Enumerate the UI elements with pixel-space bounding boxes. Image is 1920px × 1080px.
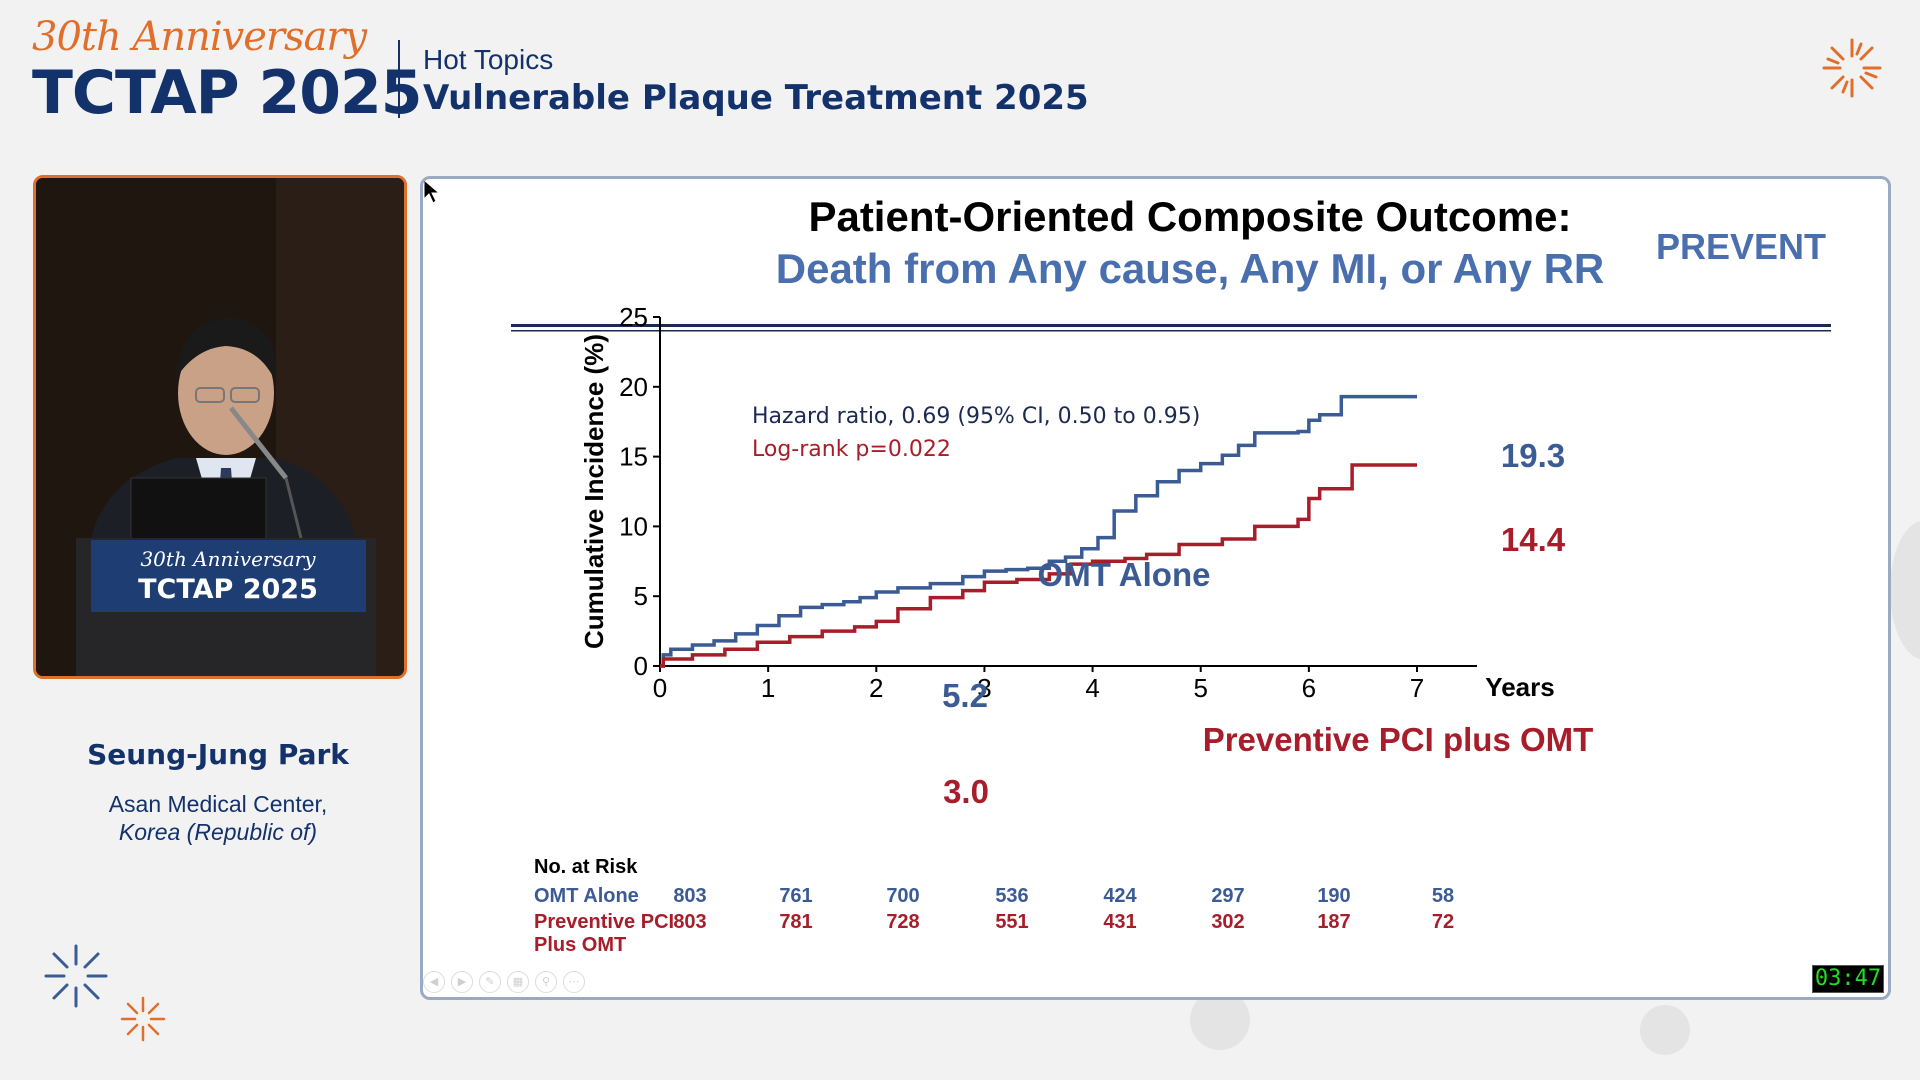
risk-omt-value: 761	[779, 885, 812, 907]
background-decoration	[1640, 1005, 1690, 1055]
x-tick-label: 6	[1302, 673, 1316, 703]
speaker-video-image: 30th Anniversary TCTAP 2025	[36, 178, 404, 676]
x-tick-label: 0	[653, 673, 667, 703]
x-tick-label: 4	[1085, 673, 1099, 703]
risk-table: 803 761 700 536 424 297 190 58 803 781 728 551 431 30…	[673, 885, 1454, 933]
x-axis-label: Years	[1485, 672, 1554, 702]
tctap-logo: TCTAP 2025	[32, 58, 423, 128]
risk-pci-value: 187	[1317, 911, 1350, 933]
y-tick-label: 25	[619, 302, 648, 332]
mouse-cursor-icon	[423, 179, 441, 204]
pci-7y-value: 14.4	[1501, 521, 1566, 558]
risk-table-header: No. at Risk	[534, 856, 638, 878]
firework-icon	[1822, 38, 1882, 98]
risk-omt-value: 536	[995, 885, 1028, 907]
slide-canvas: Patient-Oriented Composite Outcome: Deat…	[511, 193, 1831, 956]
risk-pci-value: 728	[886, 911, 919, 933]
x-tick-label: 1	[761, 673, 775, 703]
zoom-icon[interactable]: ⚲	[535, 971, 557, 993]
pci-2y-value: 3.0	[943, 773, 989, 810]
risk-omt-value: 803	[673, 885, 706, 907]
hazard-ratio-text: Hazard ratio, 0.69 (95% CI, 0.50 to 0.95…	[752, 404, 1200, 429]
risk-pci-label-2: Plus OMT	[534, 934, 626, 956]
y-tick-label: 15	[619, 442, 648, 472]
presentation-timer: 03:47	[1812, 965, 1884, 993]
km-chart: 0 5 10 15 20 25 0 1 2 3 4 5 6 7 Years Cumulative Incide…	[579, 302, 1555, 703]
speaker-affiliation-line1: Asan Medical Center,	[108, 791, 328, 817]
title-rule-thin	[511, 330, 1831, 332]
background-decoration	[1190, 990, 1250, 1050]
slide-subtitle: Death from Any cause, Any MI, or Any RR	[776, 245, 1604, 292]
y-tick-label: 10	[619, 511, 648, 541]
anniversary-logo-text: 30th Anniversary	[32, 14, 367, 60]
omt-2y-value: 5.2	[942, 677, 988, 714]
preventive-pci-curve	[660, 463, 1417, 668]
trial-name: PREVENT	[1656, 226, 1826, 267]
x-tick-label: 2	[869, 673, 883, 703]
session-title: Vulnerable Plaque Treatment 2025	[423, 78, 1089, 118]
risk-omt-value: 424	[1103, 885, 1137, 907]
y-tick-label: 20	[619, 372, 648, 402]
risk-pci-value: 781	[779, 911, 812, 933]
omt-7y-value: 19.3	[1501, 437, 1565, 474]
risk-omt-value: 58	[1432, 885, 1454, 907]
slides-grid-icon[interactable]: ▦	[507, 971, 529, 993]
risk-pci-value: 551	[995, 911, 1028, 933]
prev-slide-icon[interactable]: ◀	[423, 971, 445, 993]
omt-alone-curve	[660, 394, 1417, 668]
risk-omt-label: OMT Alone	[534, 885, 639, 907]
speaker-affiliation-line2: Korea (Republic of)	[118, 819, 318, 845]
y-tick-label: 0	[634, 651, 648, 681]
podium-brand-text: TCTAP 2025	[138, 574, 318, 605]
x-tick-label: 3	[977, 673, 991, 703]
omt-series-label: OMT Alone	[1038, 556, 1211, 593]
firework-icon	[120, 996, 166, 1042]
risk-pci-value: 302	[1211, 911, 1244, 933]
header-divider	[398, 40, 400, 118]
slide-controls: ◀ ▶ ✎ ▦ ⚲ ⋯	[423, 971, 585, 993]
risk-omt-value: 190	[1317, 885, 1350, 907]
risk-pci-value: 431	[1103, 911, 1136, 933]
next-slide-icon[interactable]: ▶	[451, 971, 473, 993]
pen-icon[interactable]: ✎	[479, 971, 501, 993]
pci-series-label: Preventive PCI plus OMT	[1203, 721, 1594, 758]
podium-anniversary-text: 30th Anniversary	[140, 547, 316, 571]
speaker-affiliation: Asan Medical Center, Korea (Republic of)	[33, 790, 403, 846]
speaker-video-feed: 30th Anniversary TCTAP 2025	[33, 175, 407, 679]
title-rule	[511, 324, 1831, 327]
firework-icon	[44, 944, 108, 1008]
y-tick-label: 5	[634, 581, 648, 611]
y-axis-label: Cumulative Incidence (%)	[579, 334, 609, 649]
presentation-slide: Patient-Oriented Composite Outcome: Deat…	[420, 176, 1891, 1000]
risk-pci-value: 72	[1432, 911, 1454, 933]
risk-omt-value: 700	[886, 885, 919, 907]
session-category: Hot Topics	[423, 44, 554, 75]
risk-omt-value: 297	[1211, 885, 1244, 907]
header-bar: 30th Anniversary TCTAP 2025 Hot Topics V…	[0, 0, 1920, 150]
background-decoration	[1890, 520, 1920, 660]
x-tick-label: 5	[1193, 673, 1207, 703]
risk-pci-label: Preventive PCI	[534, 911, 674, 933]
risk-pci-value: 803	[673, 911, 706, 933]
slide-title: Patient-Oriented Composite Outcome:	[808, 193, 1571, 240]
more-options-icon[interactable]: ⋯	[563, 971, 585, 993]
speaker-name: Seung-Jung Park	[87, 738, 349, 771]
log-rank-text: Log-rank p=0.022	[752, 437, 951, 462]
x-tick-label: 7	[1410, 673, 1424, 703]
